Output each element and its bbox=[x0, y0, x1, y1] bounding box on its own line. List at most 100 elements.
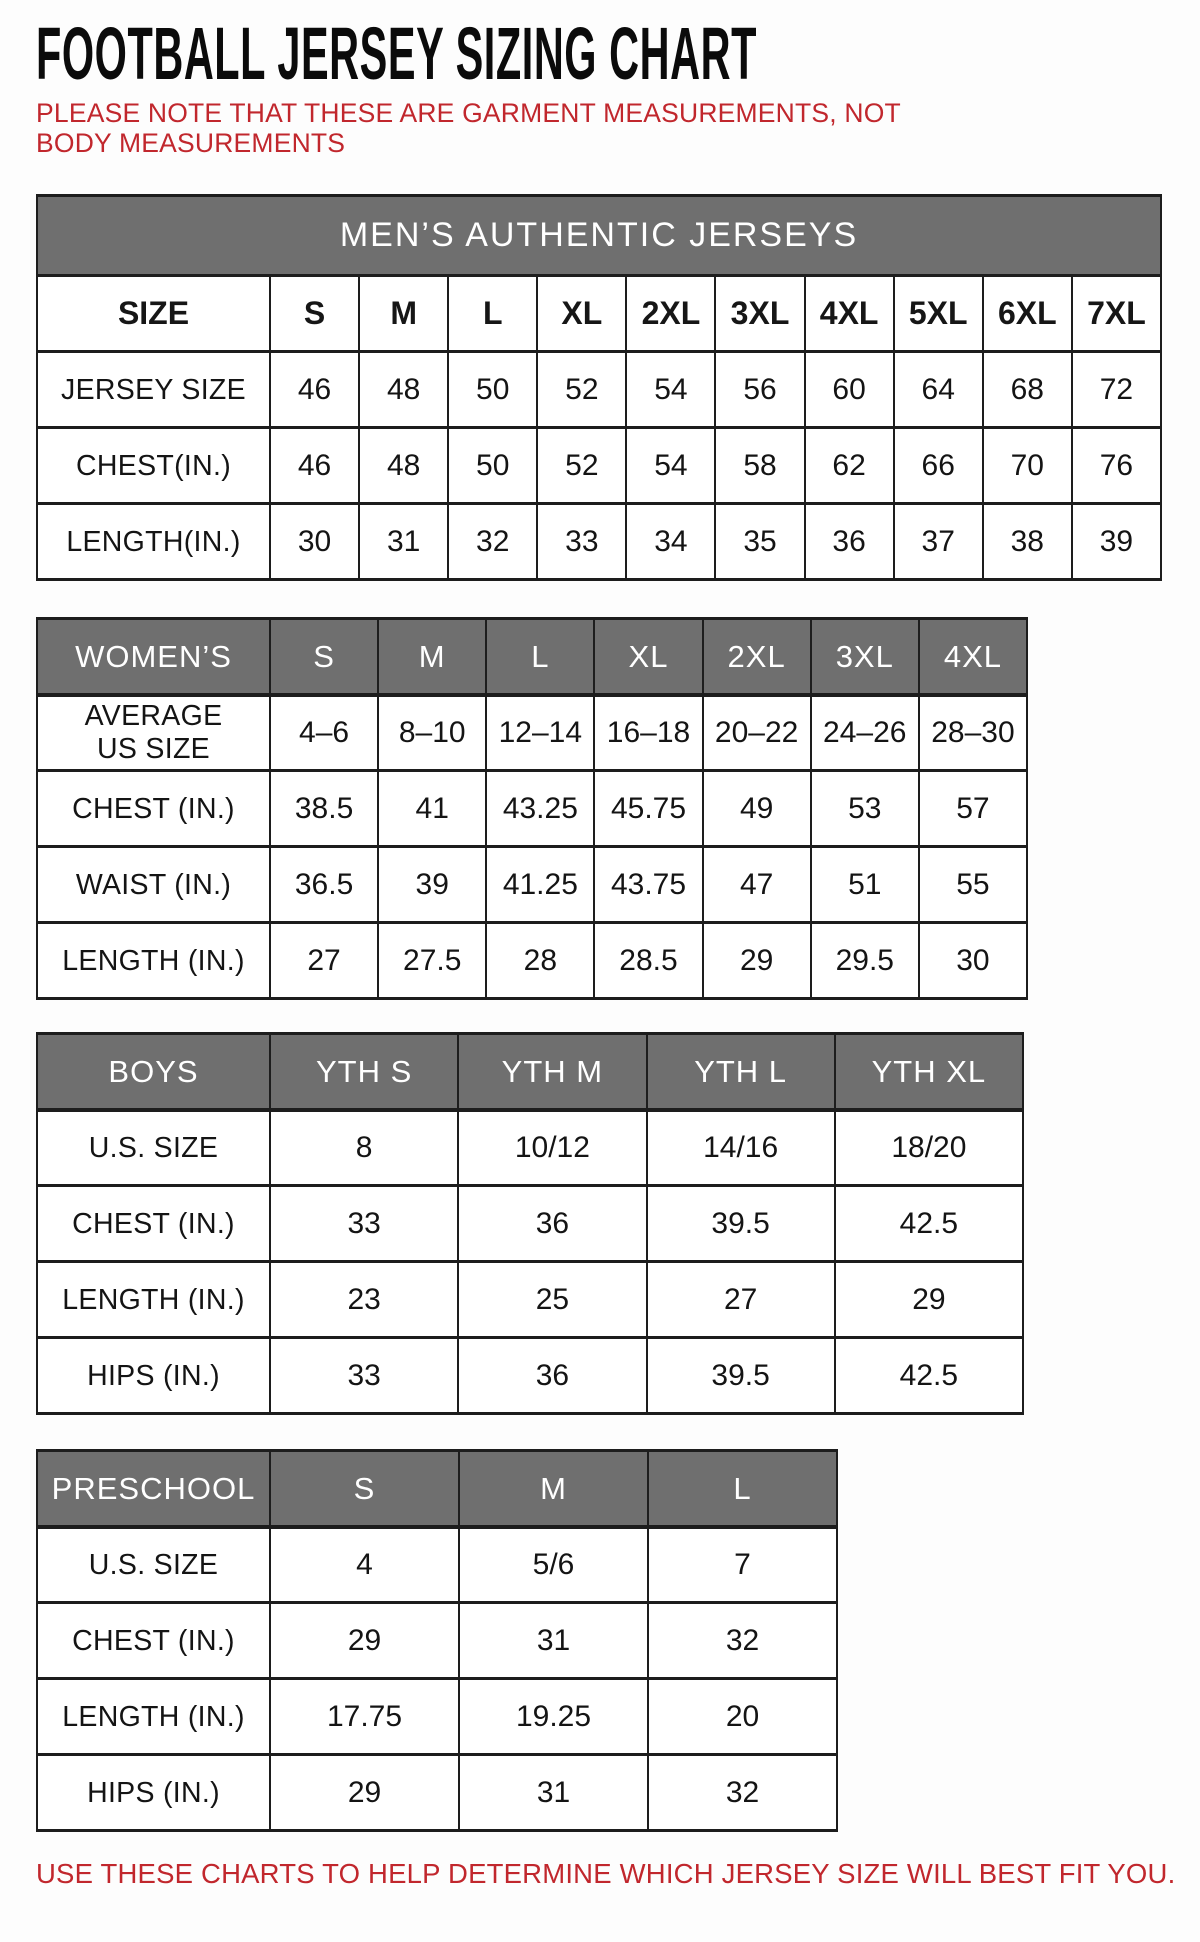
size-cell: 36 bbox=[803, 502, 895, 582]
column-header-xl: XL bbox=[536, 274, 628, 354]
size-cell: 29 bbox=[833, 1260, 1025, 1340]
size-cell: 41 bbox=[377, 769, 488, 849]
size-cell: 53 bbox=[809, 769, 920, 849]
size-cell: 57 bbox=[917, 769, 1029, 849]
womens-sizing-table: WOMEN’S S M L XL 2XL 3XL 4XL AVERAGE US SIZE 4–6 8… bbox=[36, 617, 1029, 1001]
row-label: U.S. SIZE bbox=[36, 1108, 271, 1188]
size-cell: 20–22 bbox=[701, 693, 812, 773]
size-cell: 43.25 bbox=[485, 769, 596, 849]
size-cell: 42.5 bbox=[833, 1184, 1025, 1264]
size-cell: 8–10 bbox=[377, 693, 488, 773]
size-cell: 33 bbox=[536, 502, 628, 582]
column-header-l: L bbox=[485, 617, 596, 697]
size-cell: 50 bbox=[447, 350, 539, 430]
column-header-2xl: 2XL bbox=[625, 274, 717, 354]
size-cell: 55 bbox=[917, 845, 1029, 925]
mens-sizing-table: MEN’S AUTHENTIC JERSEYS SIZE S M L XL 2XL 3XL 4X… bbox=[36, 194, 1163, 582]
size-cell: 64 bbox=[892, 350, 984, 430]
table-row: HIPS (IN.) 33 36 39.5 42.5 bbox=[36, 1336, 1025, 1416]
boys-corner-header: BOYS bbox=[36, 1032, 271, 1112]
size-cell: 39 bbox=[377, 845, 488, 925]
size-cell: 19.25 bbox=[458, 1677, 649, 1757]
measurement-note: PLEASE NOTE THAT THESE ARE GARMENT MEASU… bbox=[36, 98, 901, 159]
row-label: WAIST (IN.) bbox=[36, 845, 271, 925]
size-cell: 32 bbox=[447, 502, 539, 582]
table-row: LENGTH(IN.) 30 31 32 33 34 35 36 37 38 39 bbox=[36, 502, 1163, 582]
size-cell: 30 bbox=[268, 502, 361, 582]
size-cell: 54 bbox=[625, 426, 717, 506]
size-cell: 48 bbox=[358, 426, 450, 506]
mens-table-section: MEN’S AUTHENTIC JERSEYS SIZE S M L XL 2XL 3XL 4X… bbox=[36, 194, 1166, 582]
size-cell: 42.5 bbox=[833, 1336, 1025, 1416]
size-cell: 24–26 bbox=[809, 693, 920, 773]
size-cell: 14/16 bbox=[645, 1108, 836, 1188]
column-header-s: S bbox=[268, 274, 361, 354]
size-cell: 50 bbox=[447, 426, 539, 506]
column-header-s: S bbox=[269, 1449, 460, 1529]
size-cell: 28–30 bbox=[917, 693, 1029, 773]
column-header-yth-m: YTH M bbox=[457, 1032, 648, 1112]
column-header-yth-xl: YTH XL bbox=[833, 1032, 1025, 1112]
row-label: LENGTH (IN.) bbox=[36, 1260, 271, 1340]
column-header-l: L bbox=[447, 274, 539, 354]
column-header-s: S bbox=[268, 617, 380, 697]
size-cell: 70 bbox=[981, 426, 1073, 506]
size-cell: 41.25 bbox=[485, 845, 596, 925]
row-label: LENGTH (IN.) bbox=[36, 921, 271, 1001]
size-cell: 23 bbox=[268, 1260, 460, 1340]
row-label: CHEST (IN.) bbox=[36, 1601, 271, 1681]
column-header-xl: XL bbox=[593, 617, 704, 697]
size-cell: 46 bbox=[268, 350, 361, 430]
column-header-yth-s: YTH S bbox=[268, 1032, 460, 1112]
size-cell: 5/6 bbox=[458, 1525, 649, 1605]
boys-table-section: BOYS YTH S YTH M YTH L YTH XL U.S. SIZE 8 10/12… bbox=[36, 1032, 1166, 1416]
size-cell: 48 bbox=[358, 350, 450, 430]
table-row: CHEST (IN.) 33 36 39.5 42.5 bbox=[36, 1184, 1025, 1264]
size-cell: 68 bbox=[981, 350, 1073, 430]
size-cell: 49 bbox=[701, 769, 812, 849]
table-row: AVERAGE US SIZE 4–6 8–10 12–14 16–18 20–22 24–… bbox=[36, 693, 1029, 773]
size-cell: 72 bbox=[1070, 350, 1163, 430]
size-cell: 66 bbox=[892, 426, 984, 506]
size-cell: 35 bbox=[714, 502, 806, 582]
preschool-header-row: PRESCHOOL S M L bbox=[36, 1449, 838, 1529]
size-cell: 18/20 bbox=[833, 1108, 1025, 1188]
size-cell: 29 bbox=[269, 1753, 460, 1833]
preschool-sizing-table: PRESCHOOL S M L U.S. SIZE 4 5/6 7 CHEST (IN.) 29 3… bbox=[36, 1449, 838, 1833]
row-label: JERSEY SIZE bbox=[36, 350, 271, 430]
column-header-m: M bbox=[377, 617, 488, 697]
size-cell: 38.5 bbox=[268, 769, 380, 849]
size-cell: 31 bbox=[458, 1753, 649, 1833]
size-cell: 16–18 bbox=[593, 693, 704, 773]
size-cell: 4 bbox=[269, 1525, 460, 1605]
column-header-5xl: 5XL bbox=[892, 274, 984, 354]
row-label: U.S. SIZE bbox=[36, 1525, 271, 1605]
size-cell: 46 bbox=[268, 426, 361, 506]
table-row: CHEST (IN.) 38.5 41 43.25 45.75 49 53 57 bbox=[36, 769, 1029, 849]
womens-corner-header: WOMEN’S bbox=[36, 617, 271, 697]
preschool-table-section: PRESCHOOL S M L U.S. SIZE 4 5/6 7 CHEST (IN.) 29 3… bbox=[36, 1449, 1166, 1833]
womens-header-row: WOMEN’S S M L XL 2XL 3XL 4XL bbox=[36, 617, 1029, 697]
size-cell: 28 bbox=[485, 921, 596, 1001]
column-header-7xl: 7XL bbox=[1070, 274, 1163, 354]
size-cell: 12–14 bbox=[485, 693, 596, 773]
size-cell: 45.75 bbox=[593, 769, 704, 849]
size-cell: 10/12 bbox=[457, 1108, 648, 1188]
row-label: CHEST (IN.) bbox=[36, 1184, 271, 1264]
boys-sizing-table: BOYS YTH S YTH M YTH L YTH XL U.S. SIZE 8 10/12… bbox=[36, 1032, 1025, 1416]
size-cell: 7 bbox=[647, 1525, 838, 1605]
size-cell: 76 bbox=[1070, 426, 1163, 506]
table-row: U.S. SIZE 8 10/12 14/16 18/20 bbox=[36, 1108, 1025, 1188]
table-row: LENGTH (IN.) 23 25 27 29 bbox=[36, 1260, 1025, 1340]
size-cell: 36 bbox=[457, 1336, 648, 1416]
column-header-3xl: 3XL bbox=[714, 274, 806, 354]
row-label: HIPS (IN.) bbox=[36, 1336, 271, 1416]
size-cell: 32 bbox=[647, 1753, 838, 1833]
size-cell: 39.5 bbox=[645, 1336, 836, 1416]
row-label: LENGTH(IN.) bbox=[36, 502, 271, 582]
table-row: CHEST (IN.) 29 31 32 bbox=[36, 1601, 838, 1681]
size-cell: 20 bbox=[647, 1677, 838, 1757]
size-cell: 58 bbox=[714, 426, 806, 506]
size-cell: 62 bbox=[803, 426, 895, 506]
table-row: U.S. SIZE 4 5/6 7 bbox=[36, 1525, 838, 1605]
